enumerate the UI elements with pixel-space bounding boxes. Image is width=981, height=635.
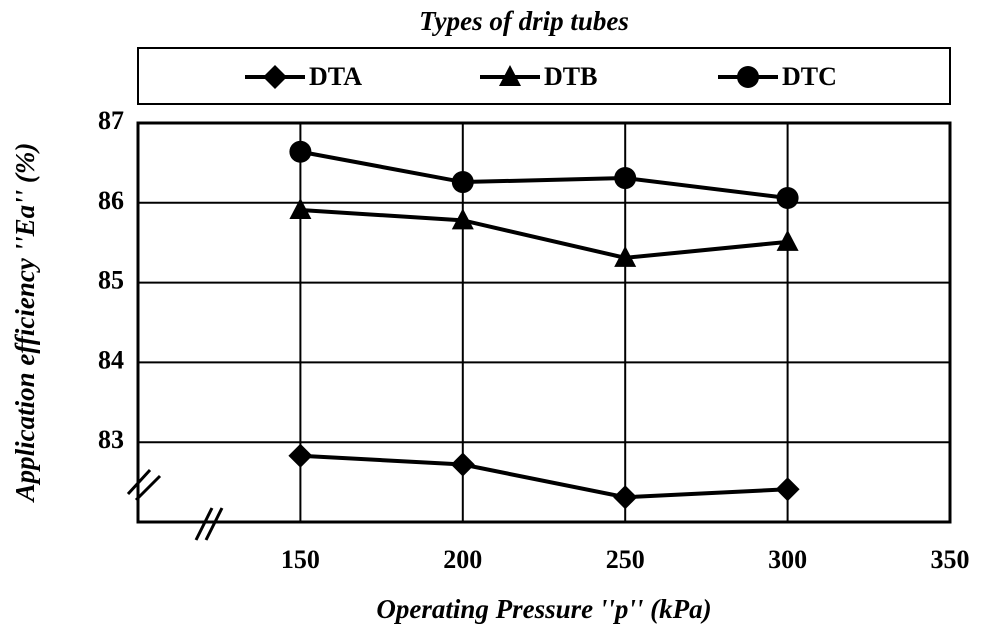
legend-label: DTA [309,62,362,91]
y-tick-label: 85 [98,266,124,295]
series-line [300,453,788,500]
legend-box [137,47,951,105]
axis-break [126,468,224,541]
series-line [300,149,788,200]
y-tick-label: 86 [98,186,124,215]
plot-frame [136,121,952,524]
marker-triangle [499,65,521,86]
marker-diamond [450,452,475,477]
x-tick-label: 150 [281,545,320,574]
x-tick-label: 250 [606,545,645,574]
marker-triangle [614,245,637,267]
x-tick-label: 300 [768,545,807,574]
x-tick-label: 200 [443,545,482,574]
marker-triangle [776,229,799,251]
marker-circle [289,140,312,163]
y-tick-label: 83 [98,425,124,454]
marker-triangle [289,197,312,219]
x-axis-label: Operating Pressure ''p'' (kPa) [376,594,711,624]
x-tick-label: 350 [931,545,970,574]
y-tick-label: 87 [98,106,124,135]
legend-label: DTC [782,62,837,91]
y-axis-label: Application efficiency ''Ea'' (%) [10,143,40,504]
marker-diamond [288,443,313,468]
marker-circle [451,171,474,194]
marker-triangle [451,208,474,230]
legend-title: Types of drip tubes [419,6,629,36]
marker-diamond [775,477,800,502]
marker-circle [614,167,637,190]
legend-label: DTB [544,62,597,91]
marker-circle [776,187,799,210]
y-tick-label: 84 [98,345,124,374]
marker-diamond [613,485,638,510]
marker-circle [737,66,759,88]
series-line [300,207,788,260]
marker-diamond [263,65,287,89]
